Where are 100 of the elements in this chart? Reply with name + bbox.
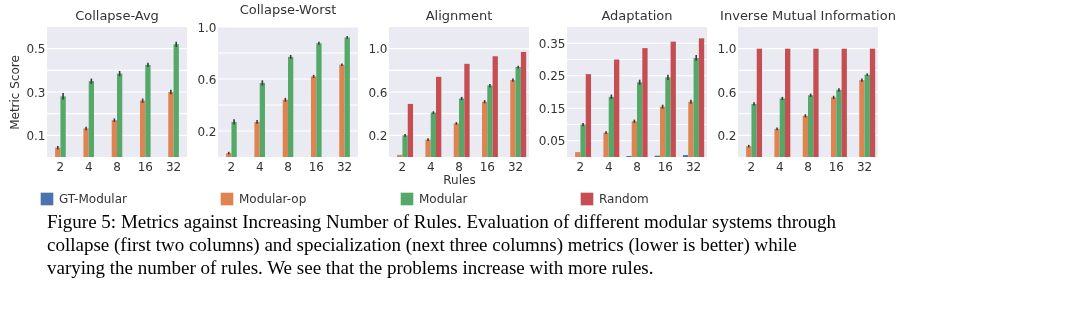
bar [580, 124, 586, 157]
x-tick-label: 2 [227, 159, 236, 174]
x-tick-label: 2 [576, 159, 585, 174]
chart-title: Collapse-Worst [239, 2, 337, 17]
bar [830, 97, 837, 157]
x-tick-label: 8 [113, 159, 121, 174]
bar [117, 73, 123, 157]
bar [60, 96, 66, 157]
chart-title: Adaptation [601, 8, 673, 23]
bar [515, 67, 521, 157]
x-tick-label: 4 [775, 159, 784, 174]
x-tick-label: 4 [426, 159, 435, 174]
x-tick-label: 2 [398, 159, 407, 174]
x-tick-label: 16 [479, 159, 495, 174]
bar [585, 74, 592, 157]
bar [83, 128, 89, 157]
bar [659, 106, 666, 157]
bar [436, 76, 442, 157]
bar [402, 135, 408, 157]
bar [774, 128, 780, 157]
x-tick-label: 8 [804, 159, 812, 174]
x-tick-label: 2 [747, 159, 756, 174]
bar [869, 48, 876, 157]
bar [751, 103, 757, 157]
bar [603, 132, 609, 157]
y-tick-label: 0.2 [717, 128, 737, 143]
bar [575, 152, 581, 157]
bar [785, 48, 791, 157]
y-tick-label: 0.35 [538, 36, 566, 51]
bar [813, 48, 819, 157]
x-tick-label: 4 [604, 159, 613, 174]
y-tick-label: 1.0 [368, 42, 388, 57]
x-tick-label: 2 [56, 159, 65, 174]
bar [425, 139, 431, 157]
x-tick-label: 16 [828, 159, 844, 174]
x-tick-label: 32 [507, 159, 524, 174]
bar [670, 41, 676, 157]
bar [459, 98, 465, 157]
x-tick-label: 16 [137, 159, 153, 174]
bar [698, 38, 705, 157]
y-tick-label: 0.6 [368, 85, 388, 100]
bar [282, 99, 288, 157]
bar [608, 96, 615, 157]
bar [642, 48, 648, 157]
y-tick-label: 0.05 [538, 134, 566, 149]
x-tick-label: 8 [633, 159, 641, 174]
x-axis-title: Rules [443, 172, 476, 187]
bar [453, 123, 459, 157]
y-tick-label: 0.2 [368, 128, 388, 143]
legend-label: Random [599, 192, 649, 206]
bar [139, 100, 146, 157]
bar [746, 146, 752, 157]
legend-label: Modular-op [239, 192, 307, 206]
y-tick-label: 1.0 [717, 42, 737, 57]
bar [836, 89, 842, 157]
bar [407, 103, 414, 157]
bar [481, 101, 488, 157]
bar [864, 74, 870, 157]
bar [231, 121, 237, 157]
y-tick-label: 0.2 [197, 124, 217, 139]
x-tick-label: 4 [84, 159, 93, 174]
bar [859, 80, 865, 157]
bar [841, 48, 847, 157]
bar [464, 63, 470, 157]
bar [316, 43, 322, 157]
bar [339, 64, 345, 157]
bar [145, 64, 151, 157]
bar [688, 101, 694, 157]
y-tick-label: 0.6 [197, 72, 217, 87]
legend-label: Modular [419, 192, 468, 206]
x-tick-label: 16 [308, 159, 324, 174]
bar [310, 76, 317, 157]
bar [487, 85, 493, 157]
x-tick-label: 32 [856, 159, 873, 174]
x-tick-label: 8 [455, 159, 463, 174]
chart-title: Alignment [425, 8, 493, 23]
bar [344, 37, 350, 157]
bar [614, 59, 620, 157]
bar [637, 82, 643, 157]
bar [254, 121, 260, 157]
bar [430, 112, 437, 157]
x-tick-label: 32 [685, 159, 702, 174]
chart-title: Collapse-Avg [75, 8, 159, 23]
chart-title: Inverse Mutual Information [720, 8, 896, 23]
bar [397, 154, 403, 157]
bar [510, 80, 516, 157]
y-tick-label: 0.1 [26, 128, 46, 143]
bar [173, 44, 179, 157]
y-tick-label: 0.15 [538, 101, 566, 116]
bar [693, 57, 699, 157]
x-tick-label: 4 [255, 159, 264, 174]
legend-label: GT-Modular [59, 192, 128, 206]
bar [808, 95, 814, 157]
bar [802, 115, 808, 157]
x-tick-label: 16 [657, 159, 673, 174]
bar [779, 98, 786, 157]
x-tick-label: 8 [284, 159, 292, 174]
bar [756, 48, 763, 157]
bar [665, 77, 671, 157]
bar [168, 92, 174, 157]
